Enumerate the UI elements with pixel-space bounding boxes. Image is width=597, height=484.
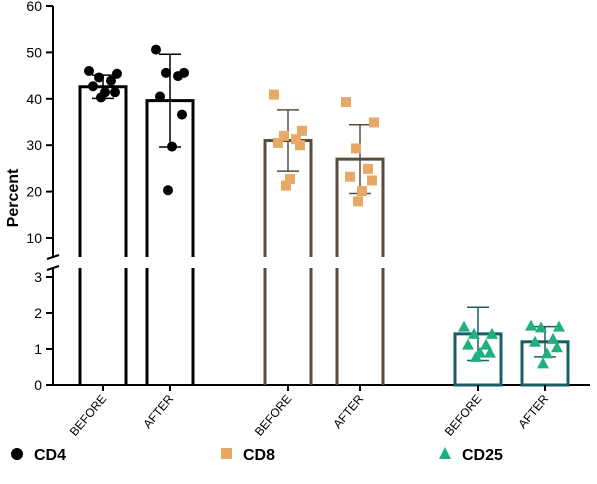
y-tick-label: 20 <box>26 184 42 200</box>
data-point <box>96 92 106 103</box>
bar <box>78 85 128 257</box>
category-label: AFTER <box>330 392 366 431</box>
data-point <box>458 320 470 332</box>
data-point <box>155 91 165 102</box>
data-point <box>462 338 474 350</box>
data-point <box>88 81 98 92</box>
category-label: AFTER <box>140 392 176 431</box>
y-tick-label: 40 <box>26 91 42 107</box>
data-point <box>369 117 379 128</box>
y-tick-label: 60 <box>26 0 42 14</box>
data-point <box>484 346 496 358</box>
data-point <box>173 71 183 82</box>
y-tick-label: 30 <box>26 137 42 153</box>
data-point <box>357 186 367 197</box>
data-point <box>112 68 122 79</box>
data-point <box>537 357 549 369</box>
bars <box>78 53 570 387</box>
data-point <box>269 89 279 100</box>
legend-label: CD4 <box>34 447 66 464</box>
data-point <box>525 319 537 331</box>
data-point <box>279 130 289 141</box>
data-point <box>486 327 498 339</box>
data-point <box>281 180 291 191</box>
y-tick-label: 10 <box>26 230 42 246</box>
data-point <box>161 67 171 78</box>
legend-label: CD25 <box>462 447 503 464</box>
y-tick-label: 3 <box>34 269 42 285</box>
data-point <box>341 97 351 108</box>
data-point <box>295 140 305 151</box>
legend-label: CD8 <box>243 447 275 464</box>
legend-marker-square <box>221 448 232 459</box>
data-point <box>551 341 563 353</box>
axis-break-mark <box>46 254 60 260</box>
category-label: BEFORE <box>252 392 294 439</box>
data-point <box>177 109 187 120</box>
data-point <box>468 327 480 339</box>
data-point <box>345 171 355 182</box>
category-labels: BEFORE AFTER BEFORE AFTER BEFORE AFTER <box>67 385 552 439</box>
data-point <box>285 174 295 185</box>
data-point <box>529 335 541 347</box>
data-point <box>535 321 547 333</box>
data-point <box>84 65 94 76</box>
y-tick-label: 50 <box>26 44 42 60</box>
data-point <box>470 350 482 362</box>
legend-marker-circle <box>11 448 23 460</box>
data-point <box>297 125 307 136</box>
y-tick-label: 1 <box>34 341 42 357</box>
category-label: AFTER <box>515 392 551 431</box>
data-point <box>151 44 161 55</box>
y-axis-title: Percent <box>5 168 22 227</box>
data-point <box>110 87 120 98</box>
y-axis: 10 20 30 40 50 60 0 1 2 3 <box>26 0 590 393</box>
data-point <box>547 332 559 344</box>
data-points <box>84 44 565 369</box>
data-point <box>94 72 104 83</box>
data-point <box>291 134 301 145</box>
y-tick-label: 0 <box>34 377 42 393</box>
data-point <box>353 196 363 207</box>
data-point <box>541 347 553 359</box>
axis-break-mark <box>46 265 60 271</box>
data-point <box>273 137 283 148</box>
legend: CD4 CD8 CD25 <box>11 447 503 464</box>
y-tick-label: 2 <box>34 305 42 321</box>
data-point <box>106 75 116 86</box>
data-point <box>351 143 361 154</box>
category-label: BEFORE <box>442 392 484 439</box>
data-point <box>163 185 173 196</box>
data-point <box>553 320 565 332</box>
data-point <box>480 338 492 350</box>
data-point <box>367 175 377 186</box>
data-point <box>167 141 177 152</box>
data-point <box>363 163 373 174</box>
legend-marker-triangle <box>439 447 451 459</box>
category-label: BEFORE <box>67 392 109 439</box>
